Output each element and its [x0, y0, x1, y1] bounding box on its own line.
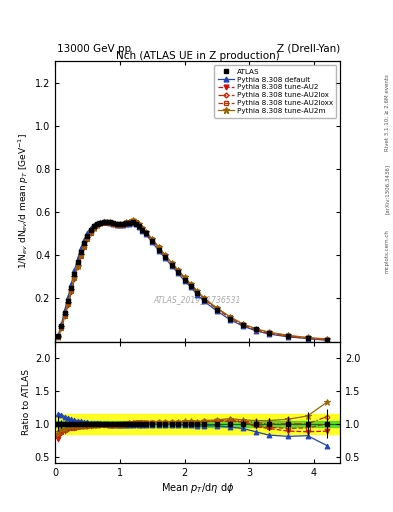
Legend: ATLAS, Pythia 8.308 default, Pythia 8.308 tune-AU2, Pythia 8.308 tune-AU2lox, Py: ATLAS, Pythia 8.308 default, Pythia 8.30… — [214, 65, 336, 118]
Text: ATLAS_2019_I1736531: ATLAS_2019_I1736531 — [154, 295, 241, 304]
Text: Z (Drell-Yan): Z (Drell-Yan) — [277, 44, 340, 54]
Text: mcplots.cern.ch: mcplots.cern.ch — [385, 229, 389, 273]
X-axis label: Mean $p_{T}$/d$\eta$ d$\phi$: Mean $p_{T}$/d$\eta$ d$\phi$ — [161, 481, 234, 495]
Title: Nch (ATLAS UE in Z production): Nch (ATLAS UE in Z production) — [116, 51, 279, 60]
Text: [arXiv:1306.3436]: [arXiv:1306.3436] — [385, 164, 389, 215]
Text: Rivet 3.1.10; ≥ 2.6M events: Rivet 3.1.10; ≥ 2.6M events — [385, 74, 389, 151]
Y-axis label: 1/N$_{ev}$ dN$_{ev}$/d mean $p_{T}$ [GeV$^{-1}$]: 1/N$_{ev}$ dN$_{ev}$/d mean $p_{T}$ [GeV… — [16, 134, 31, 269]
Y-axis label: Ratio to ATLAS: Ratio to ATLAS — [22, 370, 31, 436]
Text: 13000 GeV pp: 13000 GeV pp — [57, 44, 131, 54]
